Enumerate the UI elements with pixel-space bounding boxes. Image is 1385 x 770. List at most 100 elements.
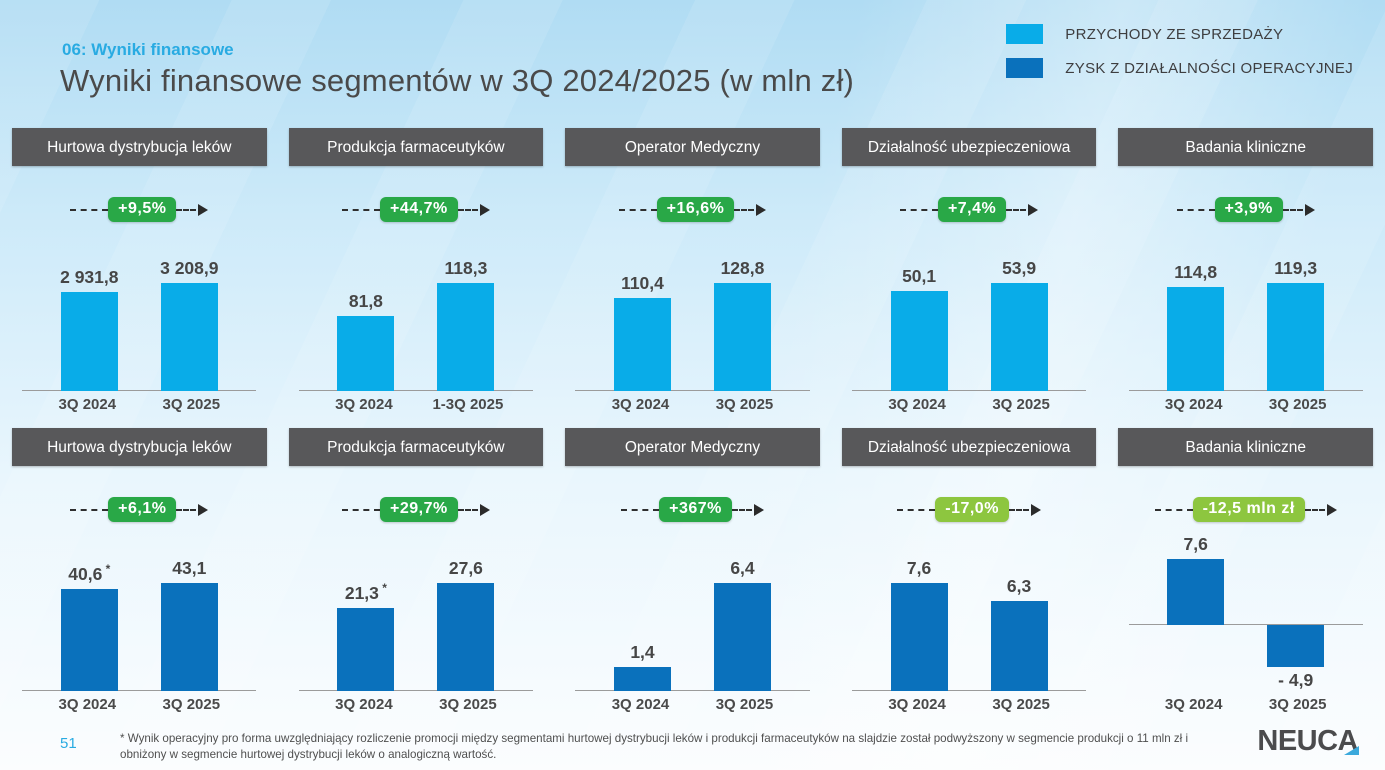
bar	[1167, 559, 1225, 625]
change-indicator: +16,6%	[565, 196, 820, 223]
operating-profit-charts-row: Hurtowa dystrybucja leków +6,1% 40,6 * 43,1…	[6, 428, 1379, 713]
bar-value-label: 114,8	[1174, 262, 1218, 283]
bar-value-label: 43,1	[172, 558, 207, 578]
axis-baseline	[298, 690, 534, 691]
section-kicker: 06: Wyniki finansowe	[62, 40, 234, 59]
change-badge: +6,1%	[108, 497, 177, 522]
category-label: 3Q 2025	[162, 696, 221, 713]
change-indicator: +367%	[565, 496, 820, 523]
bar	[713, 583, 771, 691]
segment-header: Badania kliniczne	[1118, 428, 1373, 466]
bar-plot: 7,6 - 4,9	[1118, 531, 1373, 691]
neuca-logo: NEUCA	[1257, 727, 1359, 756]
category-label: 3Q 2024	[888, 396, 946, 413]
axis-baseline	[298, 390, 534, 391]
segment-header: Operator Medyczny	[565, 428, 820, 466]
bar-value-label: 40,6 *	[68, 562, 111, 585]
footnote: * Wynik operacyjny pro forma uwzględniaj…	[120, 732, 1189, 762]
bar-value-label: 53,9	[1002, 258, 1037, 278]
category-labels: 3Q 2024 3Q 2025	[12, 696, 267, 713]
category-labels: 3Q 2024 3Q 2025	[842, 696, 1097, 713]
category-labels: 3Q 2024 3Q 2025	[565, 396, 820, 413]
category-label: 3Q 2025	[1268, 696, 1327, 713]
dashed-line	[70, 508, 109, 511]
segment-header: Badania kliniczne	[1118, 128, 1373, 166]
bar-value-label: 3 208,9	[160, 258, 219, 278]
page-title: Wyniki finansowe segmentów w 3Q 2024/202…	[60, 63, 855, 98]
dashed-line	[457, 208, 478, 211]
chart-card: Badania kliniczne +3,9% 114,8 119,3 3Q 2024 3…	[1112, 128, 1379, 413]
bar	[890, 290, 948, 391]
axis-baseline	[575, 690, 810, 691]
bar-value-label: 50,1	[902, 265, 937, 286]
dashed-line	[70, 208, 109, 211]
bar	[890, 583, 948, 691]
change-indicator: +6,1%	[12, 496, 267, 523]
axis-baseline	[851, 390, 1087, 391]
bar-value-label: 7,6	[1183, 534, 1208, 554]
dashed-line	[621, 508, 660, 511]
dashed-line	[897, 508, 936, 511]
change-indicator: +29,7%	[289, 496, 544, 523]
segment-header: Hurtowa dystrybucja leków	[12, 128, 267, 166]
dashed-line	[1006, 208, 1027, 211]
bar-value-label: 118,3	[444, 258, 488, 278]
dashed-line	[1154, 508, 1193, 511]
category-label: 3Q 2024	[1164, 696, 1223, 713]
dashed-line	[1176, 208, 1215, 211]
axis-baseline	[851, 690, 1087, 691]
segment-header: Hurtowa dystrybucja leków	[12, 428, 267, 466]
page-number: 51	[60, 735, 77, 752]
category-label: 3Q 2025	[992, 696, 1050, 713]
category-label: 3Q 2025	[162, 396, 221, 413]
arrow-right-icon	[1304, 203, 1315, 216]
segment-header: Operator Medyczny	[565, 128, 820, 166]
change-indicator: +7,4%	[842, 196, 1097, 223]
axis-baseline	[1128, 623, 1363, 625]
dashed-line	[1008, 508, 1029, 511]
category-label: 3Q 2025	[1268, 396, 1327, 413]
dashed-line	[1282, 208, 1303, 211]
bar-plot: 50,1 53,9	[842, 231, 1097, 391]
category-label: 3Q 2024	[335, 396, 393, 413]
category-labels: 3Q 2024 3Q 2025	[12, 396, 267, 413]
bar	[1267, 624, 1325, 667]
chart-card: Hurtowa dystrybucja leków +6,1% 40,6 * 43,1…	[6, 428, 273, 713]
chart-card: Operator Medyczny +367% 1,4 6,4 3Q 2024 3Q 20…	[559, 428, 826, 713]
revenue-charts-row: Hurtowa dystrybucja leków +9,5% 2 931,8 3 2…	[6, 128, 1379, 413]
bar	[337, 316, 395, 391]
change-indicator: -17,0%	[842, 496, 1097, 523]
bar	[60, 589, 118, 691]
segment-header: Działalność ubezpieczeniowa	[841, 128, 1097, 166]
chart-card: Działalność ubezpieczeniowa +7,4% 50,1 53,9…	[836, 128, 1103, 413]
bar-plot: 40,6 * 43,1	[12, 531, 267, 691]
bar-value-label: 128,8	[720, 258, 765, 278]
bar-value-label: 6,3	[1006, 576, 1032, 597]
bar	[1267, 283, 1325, 391]
category-label: 3Q 2024	[58, 696, 117, 713]
arrow-right-icon	[1030, 503, 1041, 516]
bar-plot: 81,8 118,3	[289, 231, 544, 391]
change-badge: -12,5 mln zł	[1192, 497, 1305, 522]
category-label: 3Q 2025	[992, 396, 1050, 413]
bar-value-label: 119,3	[1274, 258, 1318, 278]
segment-header: Produkcja farmaceutyków	[288, 128, 544, 166]
axis-baseline	[22, 690, 257, 691]
arrow-right-icon	[198, 503, 209, 516]
dashed-line	[457, 508, 478, 511]
category-labels: 3Q 2024 1-3Q 2025	[289, 396, 544, 413]
category-label: 3Q 2024	[611, 396, 670, 413]
axis-baseline	[1128, 390, 1363, 391]
bar-plot: 110,4 128,8	[565, 231, 820, 391]
bar-plot: 2 931,8 3 208,9	[12, 231, 267, 391]
arrow-right-icon	[753, 503, 764, 516]
chart-card: Badania kliniczne -12,5 mln zł 7,6 - 4,9 3Q …	[1112, 428, 1379, 713]
legend-label: ZYSK Z DZIAŁALNOŚCI OPERACYJNEJ	[1065, 59, 1353, 77]
bar-plot: 7,6 6,3	[842, 531, 1097, 691]
bar	[990, 601, 1048, 691]
change-badge: +9,5%	[108, 197, 177, 222]
segment-header: Produkcja farmaceutyków	[288, 428, 544, 466]
bar-value-label: 7,6	[906, 558, 932, 578]
dashed-line	[342, 508, 381, 511]
category-label: 3Q 2025	[439, 696, 497, 713]
